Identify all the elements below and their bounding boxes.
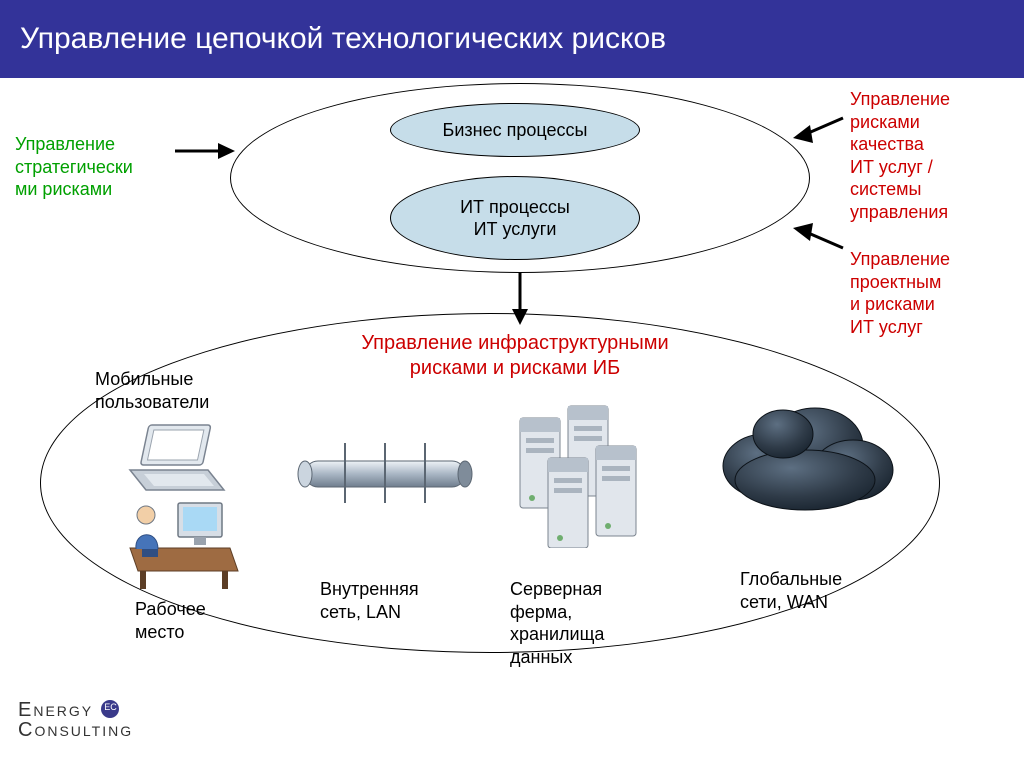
cloud-icon: [705, 388, 905, 523]
laptop-icon: [120, 420, 230, 495]
arrow-right-in-top: [788, 110, 848, 150]
label-servers: Серверная ферма, хранилища данных: [510, 578, 604, 668]
server-farm-icon: [510, 398, 670, 548]
label-infra-risks: Управление инфраструктурными рисками и р…: [325, 331, 705, 381]
bubble-business-processes: Бизнес процессы: [390, 103, 640, 157]
bubble-it-processes: ИТ процессы ИТ услуги: [390, 176, 640, 260]
logo-line2: Consulting: [18, 719, 133, 741]
logo-badge-icon: [101, 700, 119, 718]
bubble-business-label: Бизнес процессы: [443, 119, 588, 142]
bubble-it-line2: ИТ услуги: [474, 218, 557, 241]
label-project-risks: Управление проектным и рисками ИТ услуг: [850, 248, 950, 338]
label-quality-risks: Управление рисками качества ИТ услуг / с…: [850, 88, 950, 223]
bubble-it-line1: ИТ процессы: [460, 196, 570, 219]
label-wan: Глобальные сети, WAN: [740, 568, 842, 613]
arrow-center-down: [505, 273, 535, 328]
label-strategic-risks: Управление стратегически ми рисками: [15, 133, 133, 201]
arrow-right-in-bot: [788, 218, 848, 258]
logo-line1: Energy: [18, 699, 93, 721]
lan-pipe-icon: [290, 433, 480, 513]
workstation-icon: [110, 493, 240, 593]
label-lan: Внутренняя сеть, LAN: [320, 578, 419, 623]
diagram-canvas: Бизнес процессы ИТ процессы ИТ услуги Уп…: [0, 78, 1024, 758]
arrow-left-in: [170, 136, 240, 166]
page-title-text: Управление цепочкой технологических риск…: [20, 22, 666, 55]
label-mobile-users: Мобильные пользователи: [95, 368, 209, 413]
label-workstation: Рабочее место: [135, 598, 206, 643]
page-title: Управление цепочкой технологических риск…: [0, 0, 1024, 78]
brand-logo: Energy Consulting: [18, 700, 133, 740]
